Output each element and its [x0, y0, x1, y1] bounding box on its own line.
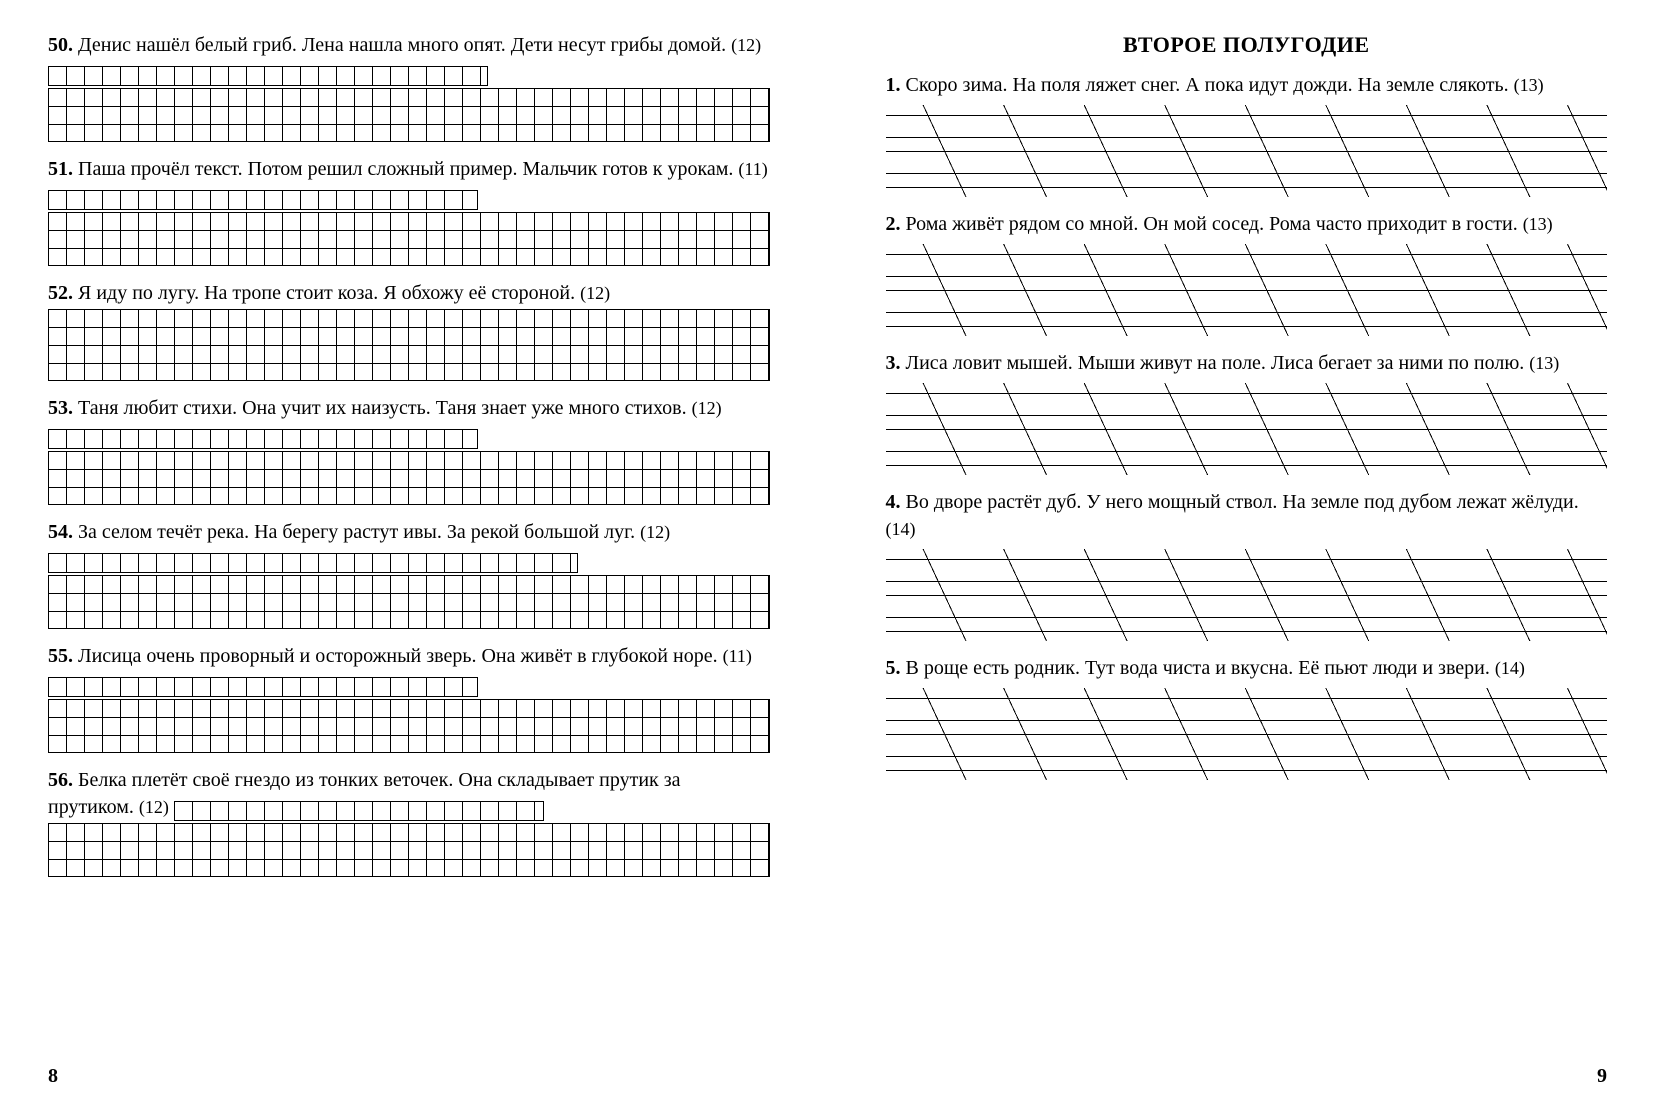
writing-grid: [48, 699, 770, 753]
exercise-body: Рома живёт рядом со мной. Он мой сосед. …: [906, 213, 1518, 235]
right-page: ВТОРОЕ ПОЛУГОДИЕ 1. Скоро зима. На поля …: [828, 0, 1655, 1102]
section-title: ВТОРОЕ ПОЛУГОДИЕ: [886, 32, 1608, 58]
exercise-55: 55. Лисица очень проворный и осторожный …: [48, 643, 770, 753]
exercise-text: 55. Лисица очень проворный и осторожный …: [48, 643, 770, 697]
exercise-text: 56. Белка плетёт своё гнездо из тонких в…: [48, 767, 770, 821]
word-count: (14): [886, 519, 916, 539]
exercise-number: 4.: [886, 491, 901, 513]
exercise-number: 55.: [48, 645, 73, 667]
grid-inline: [174, 801, 544, 821]
exercise-52: 52. Я иду по лугу. На тропе стоит коза. …: [48, 280, 770, 381]
word-count: (14): [1495, 658, 1525, 678]
exercise-text: 53. Таня любит стихи. Она учит их наизус…: [48, 395, 770, 449]
exercise-r3: 3. Лиса ловит мышей. Мыши живут на поле.…: [886, 350, 1608, 475]
exercise-body: Таня любит стихи. Она учит их наизусть. …: [78, 397, 687, 419]
exercise-text: 4. Во дворе растёт дуб. У него мощный ст…: [886, 489, 1608, 543]
word-count: (12): [139, 797, 169, 817]
writing-grid: [48, 212, 770, 266]
handwriting-lines: [886, 383, 1608, 475]
exercise-text: 3. Лиса ловит мышей. Мыши живут на поле.…: [886, 350, 1608, 377]
word-count: (11): [738, 159, 767, 179]
writing-grid: [48, 823, 770, 877]
word-count: (12): [580, 283, 610, 303]
grid-inline: [48, 553, 578, 573]
exercise-r5: 5. В роще есть родник. Тут вода чиста и …: [886, 655, 1608, 780]
exercise-text: 1. Скоро зима. На поля ляжет снег. А пок…: [886, 72, 1608, 99]
exercise-text: 51. Паша прочёл текст. Потом решил сложн…: [48, 156, 770, 210]
word-count: (13): [1514, 75, 1544, 95]
exercise-r1: 1. Скоро зима. На поля ляжет снег. А пок…: [886, 72, 1608, 197]
exercise-number: 50.: [48, 34, 73, 56]
handwriting-lines: [886, 105, 1608, 197]
word-count: (13): [1529, 353, 1559, 373]
exercise-number: 2.: [886, 213, 901, 235]
page-spread: 50. Денис нашёл белый гриб. Лена нашла м…: [0, 0, 1655, 1102]
exercise-number: 56.: [48, 769, 73, 791]
word-count: (12): [640, 522, 670, 542]
exercise-text: 54. За селом течёт река. На берегу расту…: [48, 519, 770, 573]
exercise-body: В роще есть родник. Тут вода чиста и вку…: [906, 657, 1490, 679]
exercise-body: Я иду по лугу. На тропе стоит коза. Я об…: [78, 282, 575, 304]
exercise-body: Лисица очень проворный и осторожный звер…: [78, 645, 718, 667]
writing-grid: [48, 88, 770, 142]
handwriting-lines: [886, 549, 1608, 641]
page-number-right: 9: [1597, 1065, 1607, 1088]
exercise-body: Во дворе растёт дуб. У него мощный ствол…: [906, 491, 1579, 513]
writing-grid: [48, 451, 770, 505]
grid-inline: [48, 429, 478, 449]
exercise-number: 53.: [48, 397, 73, 419]
exercise-body: Денис нашёл белый гриб. Лена нашла много…: [78, 34, 726, 56]
exercise-number: 1.: [886, 74, 901, 96]
page-number-left: 8: [48, 1065, 58, 1088]
left-page: 50. Денис нашёл белый гриб. Лена нашла м…: [0, 0, 828, 1102]
exercise-number: 51.: [48, 158, 73, 180]
grid-inline: [48, 677, 478, 697]
writing-grid: [48, 575, 770, 629]
exercise-50: 50. Денис нашёл белый гриб. Лена нашла м…: [48, 32, 770, 142]
word-count: (13): [1523, 214, 1553, 234]
exercise-text: 52. Я иду по лугу. На тропе стоит коза. …: [48, 280, 770, 307]
exercise-body: Паша прочёл текст. Потом решил сложный п…: [78, 158, 733, 180]
exercise-number: 3.: [886, 352, 901, 374]
exercise-number: 52.: [48, 282, 73, 304]
exercise-56: 56. Белка плетёт своё гнездо из тонких в…: [48, 767, 770, 877]
exercise-53: 53. Таня любит стихи. Она учит их наизус…: [48, 395, 770, 505]
grid-inline: [48, 66, 488, 86]
exercise-r2: 2. Рома живёт рядом со мной. Он мой сосе…: [886, 211, 1608, 336]
handwriting-lines: [886, 688, 1608, 780]
exercise-51: 51. Паша прочёл текст. Потом решил сложн…: [48, 156, 770, 266]
handwriting-lines: [886, 244, 1608, 336]
exercise-text: 2. Рома живёт рядом со мной. Он мой сосе…: [886, 211, 1608, 238]
word-count: (11): [723, 646, 752, 666]
exercise-body: За селом течёт река. На берегу растут ив…: [78, 521, 635, 543]
word-count: (12): [692, 398, 722, 418]
exercise-text: 5. В роще есть родник. Тут вода чиста и …: [886, 655, 1608, 682]
exercise-54: 54. За селом течёт река. На берегу расту…: [48, 519, 770, 629]
exercise-r4: 4. Во дворе растёт дуб. У него мощный ст…: [886, 489, 1608, 641]
exercise-text: 50. Денис нашёл белый гриб. Лена нашла м…: [48, 32, 770, 86]
exercise-body: Лиса ловит мышей. Мыши живут на поле. Ли…: [906, 352, 1525, 374]
exercise-number: 54.: [48, 521, 73, 543]
exercise-number: 5.: [886, 657, 901, 679]
word-count: (12): [731, 35, 761, 55]
exercise-body: Скоро зима. На поля ляжет снег. А пока и…: [906, 74, 1509, 96]
writing-grid: [48, 309, 770, 381]
grid-inline: [48, 190, 478, 210]
